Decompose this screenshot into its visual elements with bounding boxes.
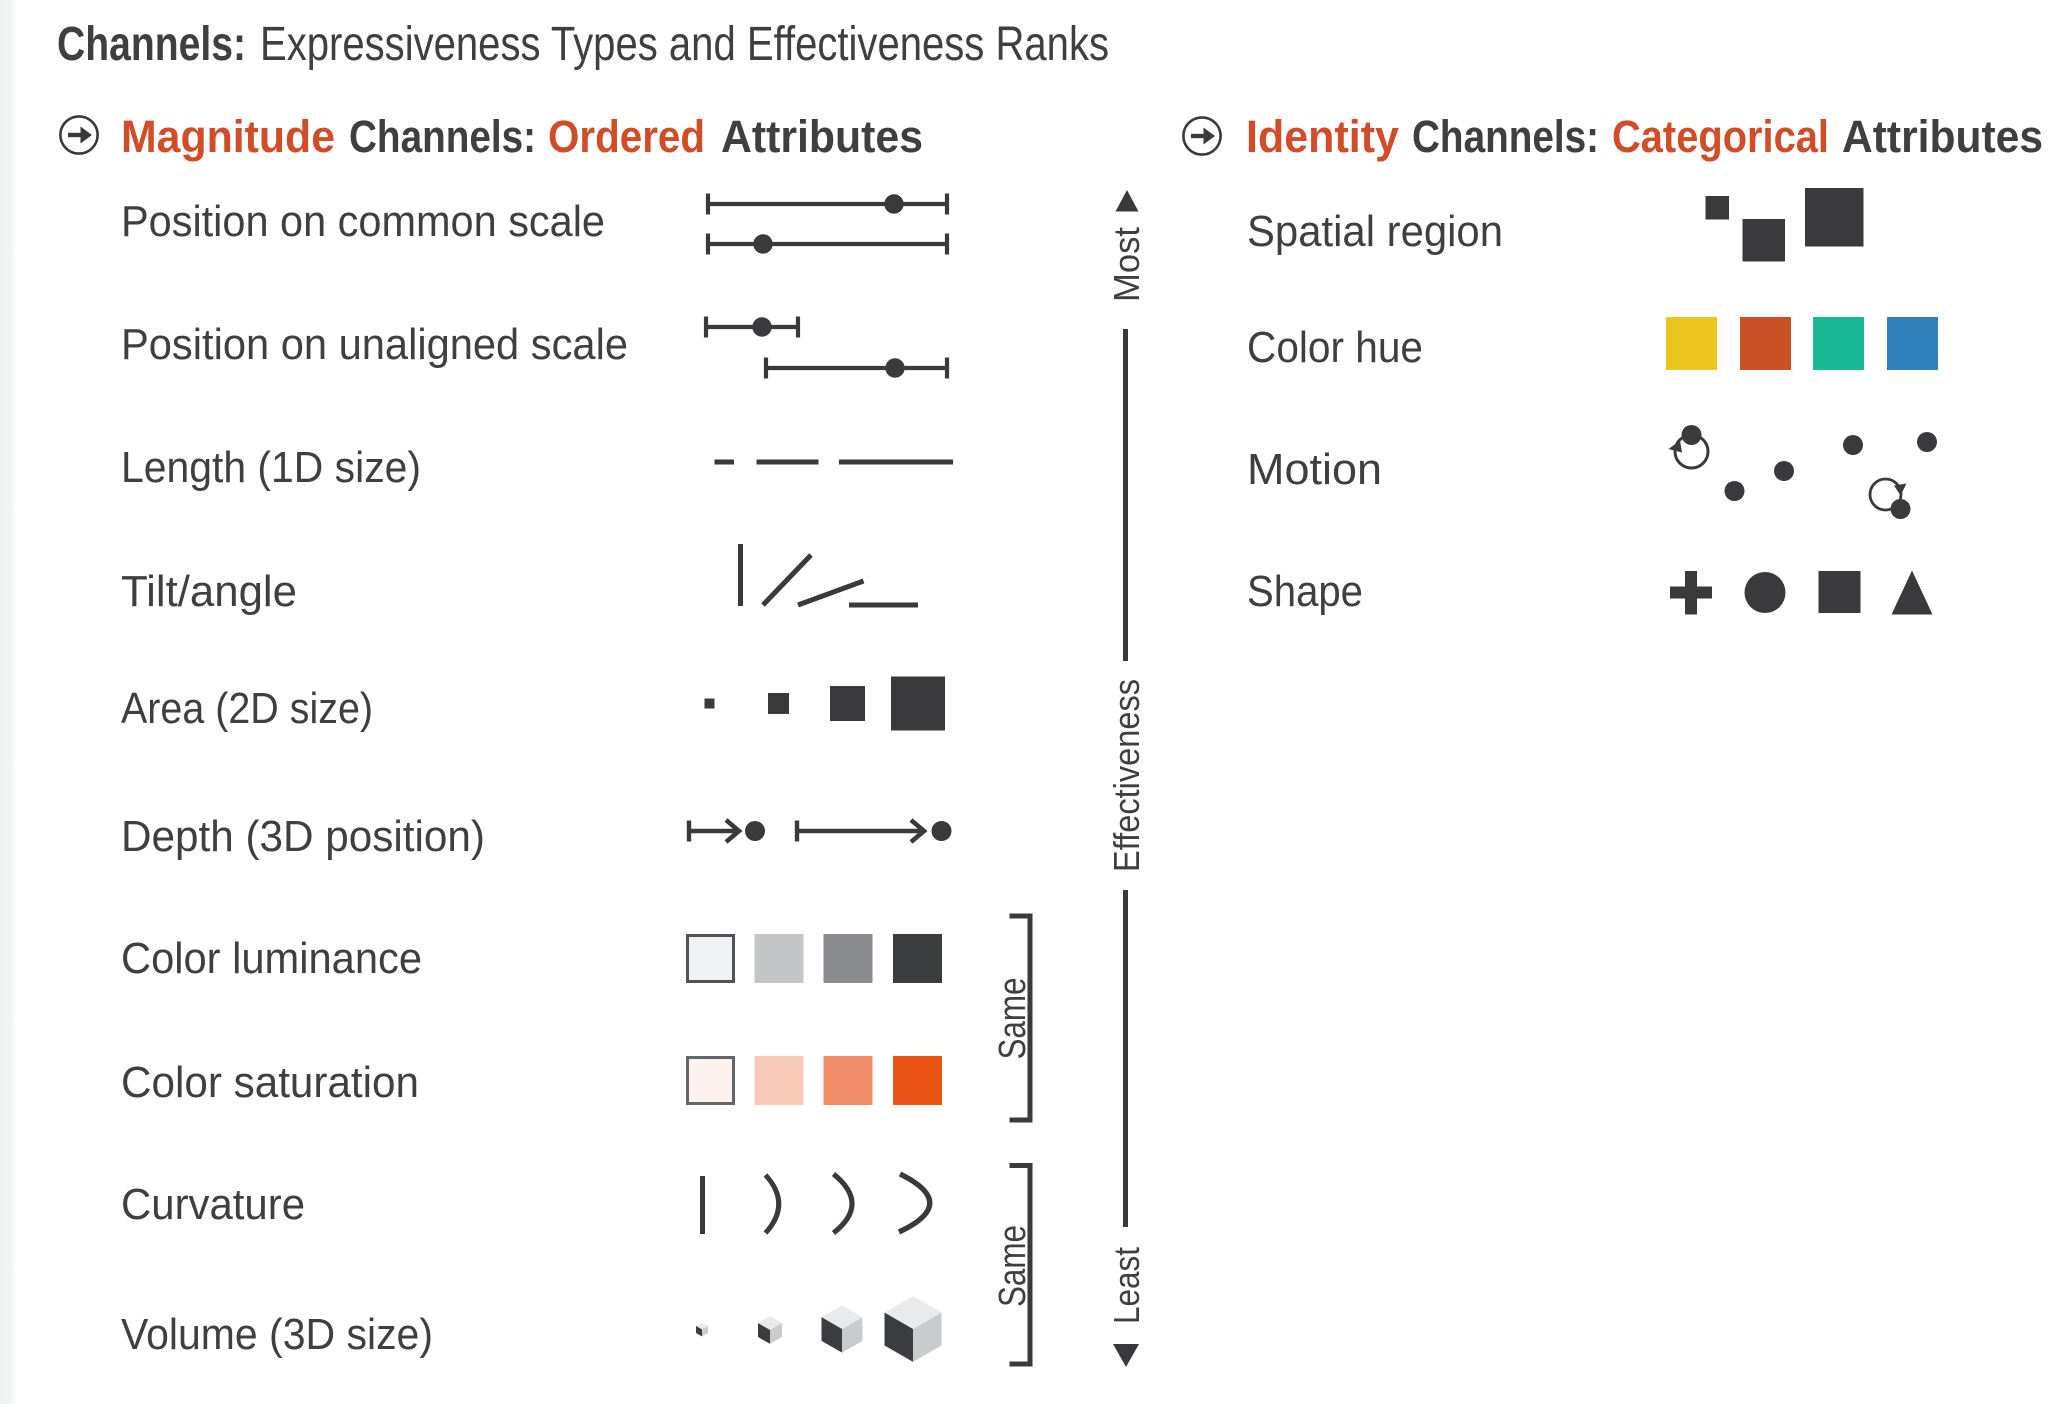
svg-text:Most: Most bbox=[1106, 227, 1147, 302]
svg-text:Color hue: Color hue bbox=[1247, 323, 1423, 372]
svg-text:Channels:: Channels: bbox=[57, 18, 246, 71]
svg-text:Depth (3D position): Depth (3D position) bbox=[121, 812, 485, 861]
svg-text:Volume (3D size): Volume (3D size) bbox=[121, 1310, 433, 1359]
svg-text:Magnitude: Magnitude bbox=[121, 111, 335, 162]
svg-text:Position on unaligned scale: Position on unaligned scale bbox=[121, 320, 628, 369]
svg-text:Channels:: Channels: bbox=[1412, 111, 1599, 162]
svg-text:Spatial region: Spatial region bbox=[1247, 207, 1503, 256]
svg-text:Categorical: Categorical bbox=[1612, 111, 1829, 162]
svg-text:Color saturation: Color saturation bbox=[121, 1058, 419, 1107]
svg-text:Same: Same bbox=[992, 1225, 1034, 1307]
svg-text:Channels:: Channels: bbox=[349, 111, 536, 162]
svg-text:Length (1D size): Length (1D size) bbox=[121, 443, 421, 492]
svg-text:Identity: Identity bbox=[1246, 111, 1399, 162]
svg-text:Tilt/angle: Tilt/angle bbox=[121, 567, 297, 616]
svg-text:Motion: Motion bbox=[1247, 445, 1382, 494]
svg-text:Attributes: Attributes bbox=[1842, 111, 2043, 162]
svg-text:Attributes: Attributes bbox=[721, 111, 923, 162]
svg-text:Effectiveness: Effectiveness bbox=[1106, 679, 1147, 872]
svg-text:Area (2D size): Area (2D size) bbox=[121, 684, 373, 733]
svg-text:Color luminance: Color luminance bbox=[121, 934, 422, 983]
svg-text:Same: Same bbox=[992, 978, 1034, 1060]
svg-text:Ordered: Ordered bbox=[548, 111, 705, 162]
svg-text:Least: Least bbox=[1106, 1247, 1147, 1324]
svg-text:Curvature: Curvature bbox=[121, 1180, 305, 1229]
svg-text:Position on common scale: Position on common scale bbox=[121, 197, 605, 246]
svg-text:Expressiveness Types and Effec: Expressiveness Types and Effectiveness R… bbox=[260, 18, 1109, 71]
svg-text:Shape: Shape bbox=[1247, 567, 1363, 616]
